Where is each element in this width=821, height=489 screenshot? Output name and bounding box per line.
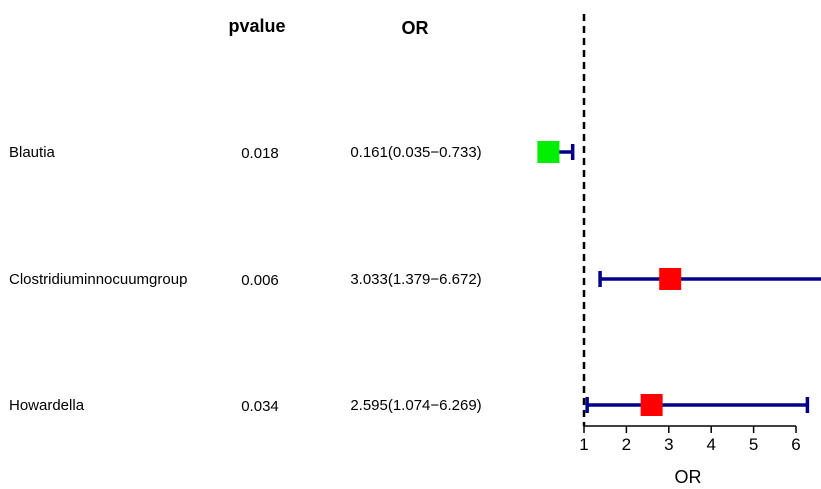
row-pvalue: 0.006 bbox=[241, 272, 279, 289]
header-pvalue: pvalue bbox=[228, 16, 285, 36]
row-label: Blautia bbox=[9, 144, 56, 161]
row-or-text: 0.161(0.035−0.733) bbox=[350, 144, 481, 161]
row-label: Howardella bbox=[9, 397, 85, 414]
table-rows: Blautia 0.018 0.161(0.035−0.733) Clostridiu… bbox=[9, 144, 482, 415]
or-point bbox=[640, 394, 663, 416]
x-tick-label: 4 bbox=[706, 435, 715, 454]
x-tick-label: 5 bbox=[749, 435, 758, 454]
x-tick-label: 2 bbox=[622, 435, 631, 454]
row-pvalue: 0.018 bbox=[241, 145, 279, 162]
or-point bbox=[659, 268, 682, 290]
row-label: Clostridiuminnocuumgroup bbox=[9, 271, 187, 288]
or-point bbox=[537, 141, 560, 163]
x-axis-label: OR bbox=[675, 467, 702, 487]
x-tick-label: 3 bbox=[664, 435, 673, 454]
header-or: OR bbox=[402, 18, 429, 38]
x-tick-label: 1 bbox=[579, 435, 588, 454]
interval-marks bbox=[537, 141, 821, 416]
row-pvalue: 0.034 bbox=[241, 398, 279, 415]
x-axis-ticks: 1 2 3 4 5 6 bbox=[579, 426, 801, 454]
x-tick-label: 6 bbox=[791, 435, 800, 454]
row-or-text: 2.595(1.074−6.269) bbox=[350, 397, 481, 414]
row-or-text: 3.033(1.379−6.672) bbox=[350, 271, 481, 288]
